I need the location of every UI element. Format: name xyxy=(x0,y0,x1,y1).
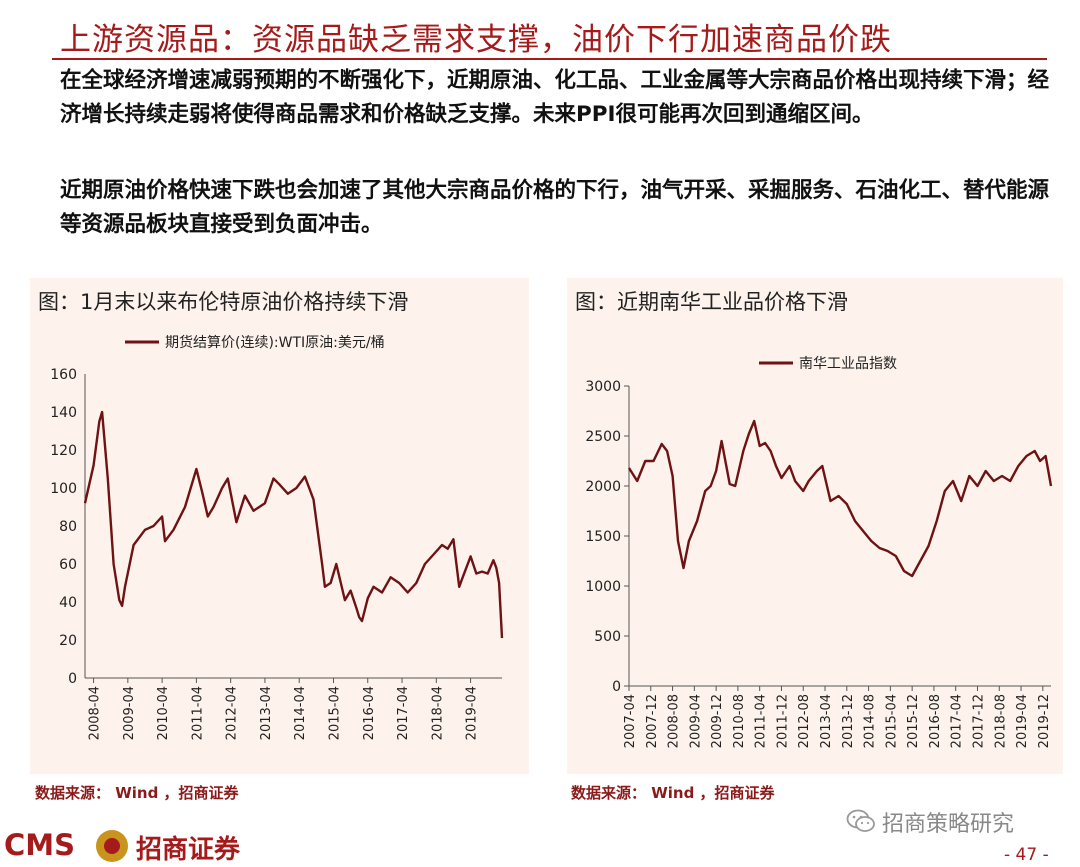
x-tick-label: 2010-04 xyxy=(156,686,171,740)
x-tick-label: 2011-04 xyxy=(190,686,205,740)
x-tick-label: 2007-04 xyxy=(623,694,638,748)
x-tick-label: 2013-12 xyxy=(841,694,856,748)
watermark-text: 招商策略研究 xyxy=(882,812,1015,837)
page-title: 上游资源品：资源品缺乏需求支撑，油价下行加速商品价跌 xyxy=(60,22,892,58)
title-underline xyxy=(52,58,1047,60)
x-tick-label: 2019-04 xyxy=(465,686,480,740)
x-tick-label: 2017-04 xyxy=(396,686,411,740)
y-tick-label: 120 xyxy=(50,443,77,459)
x-tick-label: 2013-04 xyxy=(819,694,834,748)
x-tick-label: 2018-04 xyxy=(430,686,445,740)
y-tick-label: 160 xyxy=(50,367,77,383)
x-tick-label: 2007-12 xyxy=(645,694,660,748)
x-tick-label: 2011-12 xyxy=(775,694,790,748)
x-tick-label: 2015-04 xyxy=(327,686,342,740)
y-tick-label: 140 xyxy=(50,405,77,421)
chart-panel-nanhua: 图：近期南华工业品价格下滑 南华工业品指数 0 500 1000 1500 2000 250… xyxy=(567,278,1063,774)
x-tick-label: 2009-04 xyxy=(122,686,137,740)
y-tick-label: 80 xyxy=(59,519,77,535)
wechat-icon xyxy=(846,809,875,832)
paragraph-outlook: 在全球经济增速减弱预期的不断强化下，近期原油、化工品、工业金属等大宗商品价格出现… xyxy=(60,68,1050,127)
legend-label: 南华工业品指数 xyxy=(799,356,897,372)
y-tick-label: 60 xyxy=(59,557,77,573)
y-tick-label: 1500 xyxy=(585,529,621,545)
y-tick-label: 0 xyxy=(612,679,621,695)
series-line xyxy=(627,419,1053,578)
logo-cms-text: CMS xyxy=(4,828,76,862)
x-tick-label: 2015-04 xyxy=(884,694,899,748)
x-tick-label: 2012-08 xyxy=(797,694,812,748)
legend-label: 期货结算价(连续):WTI原油:美元/桶 xyxy=(165,334,385,351)
y-tick-label: 20 xyxy=(59,633,77,649)
x-tick-label: 2009-04 xyxy=(688,694,703,748)
page-number: - 47 - xyxy=(1004,845,1049,865)
y-tick-label: 2000 xyxy=(585,479,621,495)
cms-logo: CMS 招商证券 xyxy=(4,828,284,865)
x-tick-label: 2019-12 xyxy=(1037,694,1052,748)
x-tick-label: 2013-04 xyxy=(259,686,274,740)
y-tick-label: 500 xyxy=(594,629,621,645)
x-tick-label: 2017-04 xyxy=(950,694,965,748)
x-tick-label: 2015-12 xyxy=(906,694,921,748)
x-tick-label: 2012-04 xyxy=(225,686,240,740)
chart-title: 图：1月末以来布伦特原油价格持续下滑 xyxy=(38,290,409,314)
logo-company-name: 招商证券 xyxy=(136,835,241,865)
y-tick-label: 40 xyxy=(59,595,77,611)
x-tick-label: 2016-04 xyxy=(362,686,377,740)
x-tick-label: 2014-08 xyxy=(863,694,878,748)
y-tick-label: 3000 xyxy=(585,379,621,395)
y-tick-label: 2500 xyxy=(585,429,621,445)
source-note: 数据来源： Wind ，招商证券 xyxy=(571,784,775,802)
chart-oil-price: 期货结算价(连续):WTI原油:美元/桶 0 20 40 60 80 100 120 140 16… xyxy=(50,334,504,740)
chart-nanhua-index: 南华工业品指数 0 500 1000 1500 2000 2500 3000 2007-04 20… xyxy=(585,356,1053,748)
x-tick-label: 2008-08 xyxy=(667,694,682,748)
y-tick-label: 100 xyxy=(50,481,77,497)
logo-badge-icon xyxy=(96,830,128,862)
source-note: 数据来源： Wind ，招商证券 xyxy=(35,784,239,802)
x-tick-label: 2011-04 xyxy=(754,694,769,748)
y-tick-label: 0 xyxy=(68,671,77,687)
series-line xyxy=(83,410,504,639)
x-tick-label: 2016-08 xyxy=(928,694,943,748)
x-tick-label: 2017-12 xyxy=(971,694,986,748)
x-tick-label: 2019-04 xyxy=(1015,694,1030,748)
paragraph-oil-impact: 近期原油价格快速下跌也会加速了其他大宗商品价格的下行，油气开采、采掘服务、石油化… xyxy=(60,178,1050,237)
chart-title: 图：近期南华工业品价格下滑 xyxy=(575,290,848,314)
chart-panel-brent: 图：1月末以来布伦特原油价格持续下滑 期货结算价(连续):WTI原油:美元/桶 0… xyxy=(30,278,529,774)
x-tick-label: 2018-08 xyxy=(993,694,1008,748)
x-tick-label: 2009-12 xyxy=(710,694,725,748)
x-tick-label: 2008-04 xyxy=(88,686,103,740)
y-tick-label: 1000 xyxy=(585,579,621,595)
x-tick-label: 2014-04 xyxy=(293,686,308,740)
x-tick-label: 2010-08 xyxy=(732,694,747,748)
